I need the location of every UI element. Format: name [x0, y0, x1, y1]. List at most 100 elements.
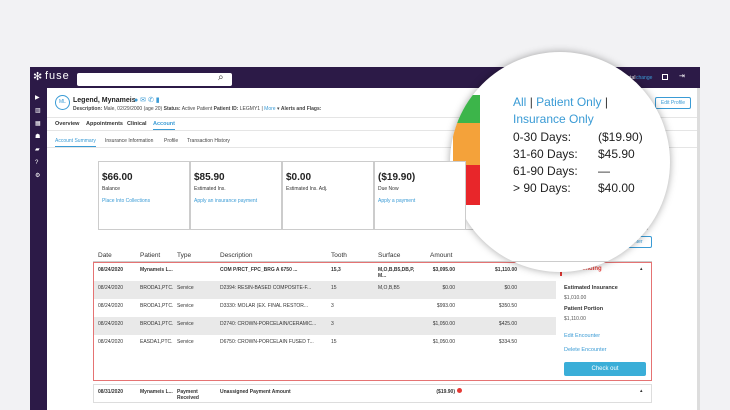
aging-value: — [598, 164, 610, 178]
subtab[interactable]: Profile [164, 138, 179, 144]
table-cell: $334.50 [498, 339, 517, 345]
summary-card: $0.00 Estimated Ins. Adj. [282, 161, 374, 230]
card-label: Estimated Ins. [194, 186, 226, 192]
tab[interactable]: Account [153, 121, 175, 130]
column-header: Amount [430, 252, 453, 259]
card-link[interactable]: Place Into Collections [102, 198, 151, 204]
icon [662, 74, 668, 80]
table-cell: Service [177, 303, 194, 309]
contact-icons[interactable]: ● ✉ ✆ ▮ [134, 97, 160, 104]
sidebar-icons: ▶ ▥ ▦ ☗ ▰? ⚙ [35, 95, 41, 179]
table-cell: ($19.90) [436, 389, 455, 395]
subtab[interactable]: Account Summary [55, 138, 96, 147]
subtab[interactable]: Transaction History [187, 138, 230, 144]
table-cell: 3 [331, 303, 334, 309]
table-cell: $1,050.00 [432, 339, 455, 345]
summary-card: $66.00 Balance Place Into Collections [98, 161, 190, 230]
aging-value: ($19.90) [598, 130, 643, 144]
table-cell: $0.00 [504, 285, 517, 291]
logout-icon[interactable]: ⇥ [679, 73, 685, 80]
table-cell: $3,095.00 [432, 267, 455, 273]
table-cell: 3 [331, 321, 334, 327]
label: Estimated Insurance [564, 285, 618, 291]
table-cell: 08/24/2020 [98, 267, 124, 273]
table-cell: COM P/RCT_FPC_BRG A 6750 ... [220, 267, 298, 273]
table-cell: $0.00 [442, 285, 455, 291]
card-link[interactable]: Apply a payment [378, 198, 416, 204]
table-cell: Service [177, 285, 194, 291]
column-header: Tooth [331, 252, 347, 259]
table-cell: 15,3 [331, 267, 341, 273]
tab[interactable]: Clinical [127, 121, 147, 127]
table-cell: $350.50 [498, 303, 517, 309]
table-cell: Unassigned Payment Amount [220, 389, 291, 395]
card-label: Balance [102, 186, 121, 192]
value: $1,110.00 [564, 316, 586, 322]
card-link[interactable]: Apply an insurance payment [194, 198, 258, 204]
filters: All | Patient Only | [513, 95, 608, 109]
table-cell: M,O,B,B5,DB,P, M... [378, 267, 415, 279]
filter[interactable]: All [513, 95, 527, 109]
checkout-button[interactable]: Check out [564, 362, 646, 376]
patient-name: Legend, Mynameis [73, 97, 136, 104]
scrollbar [697, 88, 700, 410]
aging-label: 0-30 Days: [513, 130, 572, 144]
filter[interactable]: Insurance Only [513, 112, 594, 126]
collapse-icon[interactable]: ▴ [640, 388, 643, 394]
card-value: $0.00 [286, 172, 312, 183]
subtab[interactable]: Insurance Information [105, 138, 154, 144]
logo: fuse [45, 70, 70, 82]
alert-icon [457, 388, 462, 393]
encounter-group [93, 262, 652, 381]
table-cell: BRODA1,PTC. [140, 285, 173, 291]
delete-encounter[interactable]: Delete Encounter [564, 347, 607, 353]
edit-encounter[interactable]: Edit Encounter [564, 333, 601, 339]
table-cell: Service [177, 339, 194, 345]
magnifier: All | Patient Only | Insurance Only 0-30… [450, 52, 670, 272]
table-cell: BRODA1,PTC. [140, 303, 173, 309]
search-icon: ⌕ [218, 72, 224, 83]
table-cell: M,O,B,B5 [378, 285, 400, 291]
search-box[interactable] [77, 73, 232, 86]
edit-profile-button[interactable]: Edit Profile [655, 97, 691, 109]
table-cell: 08/24/2020 [98, 285, 124, 291]
collapse-icon[interactable]: ▴ [640, 266, 643, 272]
table-row [94, 317, 556, 335]
card-value: $66.00 [102, 172, 133, 183]
tab[interactable]: Appointments [86, 121, 123, 127]
divider [47, 117, 697, 118]
card-label: Due Now [378, 186, 399, 192]
aging-value: $45.90 [598, 147, 635, 161]
patient-details: Description: Male, 02/29/2000 (age 20) S… [73, 106, 322, 112]
label: Patient Portion [564, 306, 604, 312]
table-cell: 08/31/2020 [98, 389, 124, 395]
table-cell: 15 [331, 339, 337, 345]
tab[interactable]: Overview [55, 121, 80, 127]
table-cell: 15 [331, 285, 337, 291]
aging-value: $40.00 [598, 181, 635, 195]
value: $1,010.00 [564, 295, 587, 301]
column-header: Type [177, 252, 192, 259]
table-cell: EASDA1,PTC. [140, 339, 173, 345]
table-cell: D2394: RESIN-BASED COMPOSITE-F... [220, 285, 312, 291]
card-value: $85.90 [194, 172, 225, 183]
divider [93, 261, 652, 262]
table-cell: Mynameis L... [140, 267, 173, 273]
column-header: Date [98, 252, 112, 259]
filter[interactable]: Patient Only [536, 95, 602, 109]
column-header: Patient [140, 252, 161, 259]
aging-bar-green [453, 95, 480, 123]
table-cell: 08/24/2020 [98, 321, 124, 327]
column-header: Description [220, 252, 253, 259]
table-cell: Payment Received [177, 389, 199, 401]
table-cell: D3330: MOLAR (EX. FINAL RESTOR... [220, 303, 309, 309]
avatar: ML [55, 95, 70, 110]
sidebar [30, 88, 47, 410]
table-cell: Service [177, 321, 194, 327]
divider [47, 147, 697, 148]
practice-link[interactable]: change [636, 75, 653, 81]
table-row [94, 281, 556, 299]
card-label: Estimated Ins. Adj. [286, 186, 328, 192]
card-value: ($19.90) [378, 172, 416, 183]
